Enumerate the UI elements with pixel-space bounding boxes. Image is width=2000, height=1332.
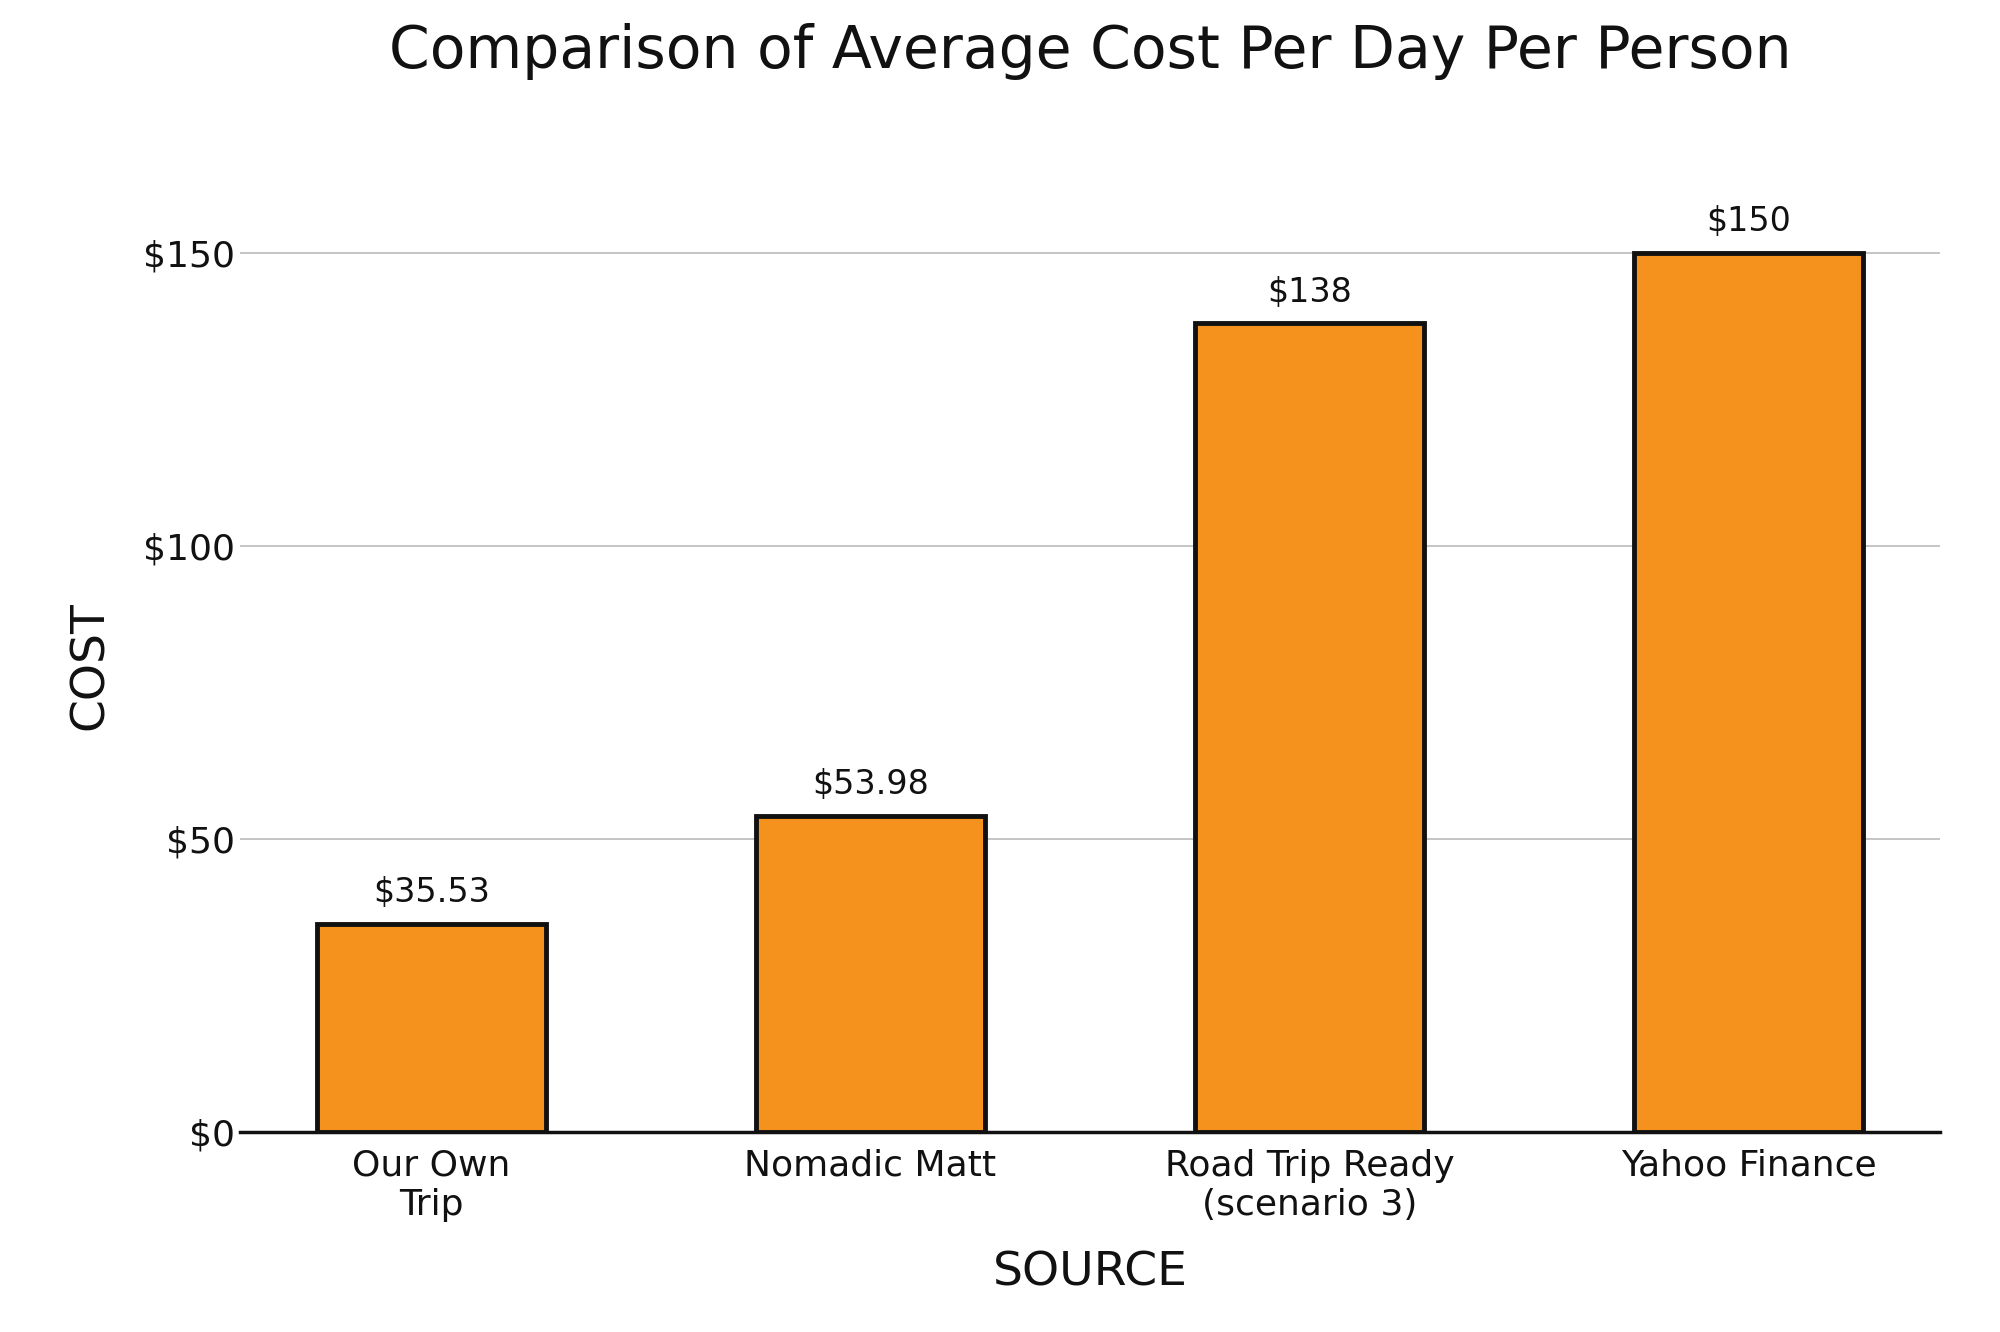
- Bar: [756, 815, 984, 1132]
- Bar: [1634, 253, 1862, 1132]
- Text: $53.98: $53.98: [812, 769, 928, 801]
- Bar: [318, 924, 546, 1132]
- Text: $35.53: $35.53: [372, 876, 490, 910]
- Text: $138: $138: [1268, 276, 1352, 309]
- Bar: [1196, 324, 1424, 1132]
- Title: Comparison of Average Cost Per Day Per Person: Comparison of Average Cost Per Day Per P…: [388, 23, 1792, 80]
- Text: $150: $150: [1706, 205, 1792, 238]
- X-axis label: SOURCE: SOURCE: [992, 1249, 1188, 1295]
- Text: COST: COST: [68, 602, 112, 730]
